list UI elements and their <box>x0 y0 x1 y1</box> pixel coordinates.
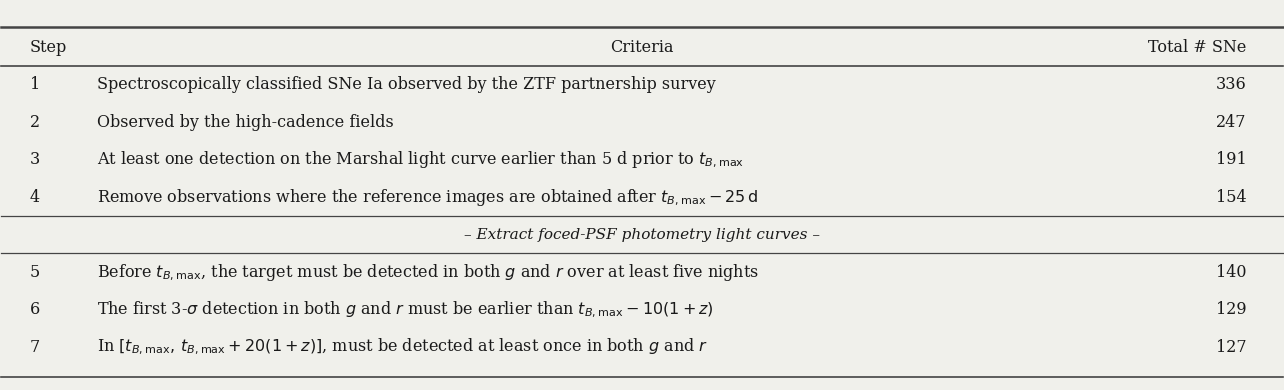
Text: Criteria: Criteria <box>610 39 674 56</box>
Text: Total # SNe: Total # SNe <box>1148 39 1247 56</box>
Text: 191: 191 <box>1216 151 1247 168</box>
Text: 3: 3 <box>30 151 40 168</box>
Text: 5: 5 <box>30 264 40 280</box>
Text: – Extract foced-PSF photometry light curves –: – Extract foced-PSF photometry light cur… <box>464 228 820 241</box>
Text: 247: 247 <box>1216 113 1247 131</box>
Text: 129: 129 <box>1216 301 1247 318</box>
Text: Observed by the high-cadence fields: Observed by the high-cadence fields <box>98 113 394 131</box>
Text: 127: 127 <box>1216 339 1247 356</box>
Text: Step: Step <box>30 39 67 56</box>
Text: 7: 7 <box>30 339 40 356</box>
Text: 1: 1 <box>30 76 40 93</box>
Text: 140: 140 <box>1216 264 1247 280</box>
Text: At least one detection on the Marshal light curve earlier than 5 d prior to $t_{: At least one detection on the Marshal li… <box>98 149 745 170</box>
Text: Remove observations where the reference images are obtained after $t_{B,\mathrm{: Remove observations where the reference … <box>98 187 759 207</box>
Text: Before $t_{B,\mathrm{max}}$, the target must be detected in both $g$ and $r$ ove: Before $t_{B,\mathrm{max}}$, the target … <box>98 262 760 282</box>
Text: 4: 4 <box>30 189 40 206</box>
Text: Spectroscopically classified SNe Ia observed by the ZTF partnership survey: Spectroscopically classified SNe Ia obse… <box>98 76 716 93</box>
Text: 336: 336 <box>1216 76 1247 93</box>
Text: 154: 154 <box>1216 189 1247 206</box>
Text: 6: 6 <box>30 301 40 318</box>
Text: 2: 2 <box>30 113 40 131</box>
Text: The first 3-$\sigma$ detection in both $g$ and $r$ must be earlier than $t_{B,\m: The first 3-$\sigma$ detection in both $… <box>98 300 714 320</box>
Text: In $[t_{B,\mathrm{max}},\, t_{B,\mathrm{max}} + 20(1+z)]$, must be detected at l: In $[t_{B,\mathrm{max}},\, t_{B,\mathrm{… <box>98 337 709 357</box>
